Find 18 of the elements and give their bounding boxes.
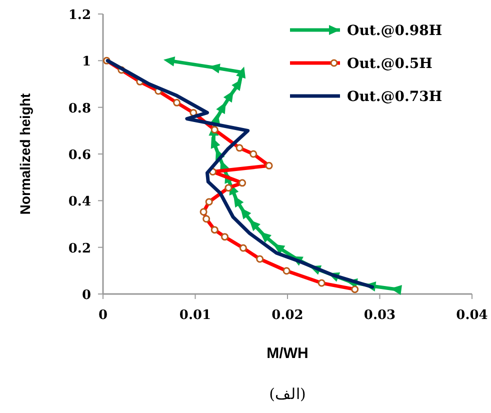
x-axis-title: M/WH — [266, 345, 308, 362]
y-axis-title: Normalized height — [17, 92, 33, 215]
y-tick-label: 1.2 — [68, 8, 91, 23]
y-tick-label: 0.2 — [68, 241, 91, 256]
x-tick-label: 0 — [98, 308, 108, 323]
y-tick-label: 0.6 — [68, 148, 91, 163]
y-tick-label: 0 — [82, 288, 91, 303]
x-tick-label: 0.01 — [179, 308, 212, 323]
x-tick-label: 0.02 — [272, 308, 304, 323]
y-tick-label: 0.8 — [68, 101, 91, 116]
text: (الف) — [269, 385, 306, 403]
x-tick-label: 0.03 — [364, 308, 396, 323]
x-tick-label: 0.04 — [456, 308, 488, 323]
legend-label: Out.@0.73H — [347, 89, 442, 105]
legend-label: Out.@0.98H — [347, 23, 442, 39]
y-tick-label: 0.4 — [68, 194, 91, 210]
y-tick-label: 1 — [82, 54, 91, 70]
legend-label: Out.@0.5H — [347, 56, 432, 72]
